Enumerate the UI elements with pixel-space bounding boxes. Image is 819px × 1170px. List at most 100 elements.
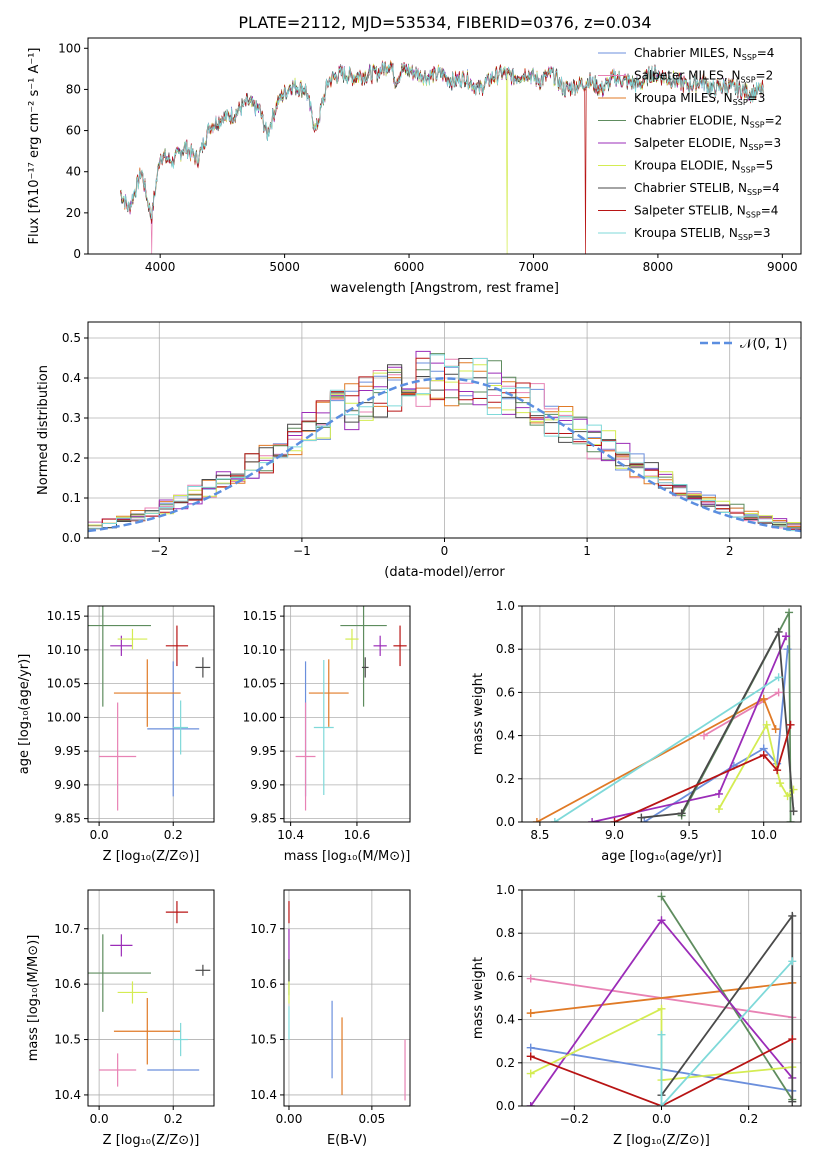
- y-tick-label: 10.6: [54, 977, 81, 991]
- weight-marker: [657, 1004, 666, 1013]
- x-tick-label: 8000: [643, 260, 674, 274]
- x-tick-label: 0.00: [276, 1112, 303, 1126]
- weight-marker: [776, 779, 785, 788]
- weight-marker: [714, 789, 723, 798]
- y-tick-label: 10.6: [250, 977, 277, 991]
- y-tick-label: 10.4: [54, 1088, 81, 1102]
- y-tick-label: 10.5: [54, 1033, 81, 1047]
- weight-line: [660, 960, 793, 1106]
- y-tick-label: 0.1: [62, 491, 81, 505]
- legend-label: Kroupa MILES, NSSP=3: [634, 91, 765, 107]
- legend-label: Salpeter MILES, NSSP=2: [634, 69, 773, 85]
- errorbar-point: [345, 628, 359, 650]
- weight-line: [641, 628, 795, 819]
- y-tick-label: 0.5: [62, 331, 81, 345]
- weight-marker: [677, 809, 686, 818]
- y-tick-label: 9.90: [250, 778, 277, 792]
- weight-marker: [788, 911, 797, 920]
- y-tick-label: 10.10: [243, 643, 277, 657]
- y-tick-label: 0.4: [496, 729, 515, 743]
- x-axis-label: Z [log₁₀(Z/Z⊙)]: [103, 1133, 200, 1148]
- x-tick-label: 1: [583, 544, 591, 558]
- x-tick-label: 0: [441, 544, 449, 558]
- x-axis-label: wavelength [Angstrom, rest frame]: [330, 281, 559, 296]
- weight-marker: [526, 1052, 535, 1061]
- y-axis-label: mass weight: [471, 957, 486, 1039]
- weight-marker: [786, 818, 795, 822]
- weight-line: [614, 724, 792, 822]
- y-tick-label: 10.05: [47, 677, 81, 691]
- y-tick-label: 10.00: [243, 710, 277, 724]
- chart-layer: 4000 5000 6000 7000 8000 9000020406080100wave…: [17, 37, 802, 1148]
- y-tick-label: 0.8: [496, 642, 515, 656]
- axes-frame: [87, 605, 215, 823]
- weight-marker: [637, 813, 646, 822]
- errorbar-point: [88, 606, 151, 707]
- x-axis-label: (data-model)/error: [384, 565, 505, 580]
- errorbar-point: [308, 659, 349, 727]
- weight-marker: [526, 974, 535, 983]
- y-axis-label: mass [log₁₀(M/M⊙)]: [26, 935, 41, 1062]
- x-tick-label: 5000: [269, 260, 300, 274]
- errorbar-point: [195, 657, 211, 678]
- weight-marker: [759, 751, 768, 760]
- weight-marker: [783, 792, 792, 801]
- y-axis-label: age [log₁₀(age/yr)]: [17, 654, 32, 775]
- weight-line: [554, 676, 780, 822]
- panel-weight_vs_age: 8.5 9.0 9.5 10.0 0.0 0.2 0.4 0.6 0.8 1.0 age [log₁…: [471, 599, 802, 864]
- x-tick-label: 9.0: [605, 828, 624, 842]
- y-tick-label: 0.2: [496, 772, 515, 786]
- x-tick-label: 9000: [767, 260, 798, 274]
- axes-frame: [87, 889, 215, 1107]
- x-tick-label: 0.0: [90, 1112, 109, 1126]
- spectrum-line: [120, 62, 764, 220]
- x-tick-label: 6000: [394, 260, 425, 274]
- plot-area: [295, 606, 407, 811]
- spectrum-legend: Chabrier MILES, NSSP=4 Salpeter MILES, NS…: [598, 46, 782, 242]
- y-tick-label: 10.05: [243, 677, 277, 691]
- plot-area: [88, 606, 211, 811]
- x-tick-label: 0.2: [164, 828, 183, 842]
- errorbar-point: [165, 625, 189, 667]
- legend-label: Chabrier ELODIE, NSSP=2: [634, 114, 782, 130]
- axes-frame: [521, 605, 802, 823]
- y-tick-label: 0.2: [62, 451, 81, 465]
- y-axis-label: Normed distribution: [36, 365, 51, 495]
- weight-marker: [610, 818, 619, 822]
- errorbar-point: [361, 657, 369, 678]
- y-tick-label: 0.4: [496, 1013, 515, 1027]
- legend-label: Kroupa ELODIE, NSSP=5: [634, 159, 773, 175]
- weight-marker: [771, 725, 780, 734]
- weight-marker: [788, 1035, 797, 1044]
- x-axis-label: Z [log₁₀(Z/Z⊙)]: [613, 1133, 710, 1148]
- y-tick-label: 80: [66, 82, 81, 96]
- y-tick-label: 1.0: [496, 599, 515, 613]
- weight-marker: [526, 1009, 535, 1018]
- x-tick-label: 0.2: [164, 1112, 183, 1126]
- plot-area: [288, 901, 406, 1101]
- y-axis-label: mass weight: [471, 673, 486, 755]
- legend-label: Kroupa STELIB, NSSP=3: [634, 226, 771, 242]
- weight-line: [530, 1038, 793, 1106]
- y-tick-label: 0.0: [62, 531, 81, 545]
- y-tick-label: 60: [66, 124, 81, 138]
- y-tick-label: 10.4: [250, 1088, 277, 1102]
- weight-marker: [526, 1043, 535, 1052]
- y-tick-label: 0.6: [496, 685, 515, 699]
- axes-frame: [283, 889, 411, 1107]
- errorbar-point: [113, 659, 181, 727]
- panel-spectrum: 4000 5000 6000 7000 8000 9000 0 20 40 60 80 100 wave…: [27, 37, 802, 296]
- weight-marker: [657, 1030, 666, 1039]
- residual-histogram: [88, 354, 801, 532]
- x-tick-label: 0.05: [359, 1112, 386, 1126]
- errorbar-point: [173, 700, 189, 755]
- errorbar-point: [99, 702, 137, 811]
- x-tick-label: 10.6: [344, 828, 371, 842]
- y-tick-label: 0.8: [496, 926, 515, 940]
- weight-marker: [788, 957, 797, 966]
- errorbar-point: [173, 1022, 189, 1057]
- y-tick-label: 9.95: [54, 744, 81, 758]
- y-tick-label: 40: [66, 165, 81, 179]
- weight-marker: [788, 1097, 797, 1106]
